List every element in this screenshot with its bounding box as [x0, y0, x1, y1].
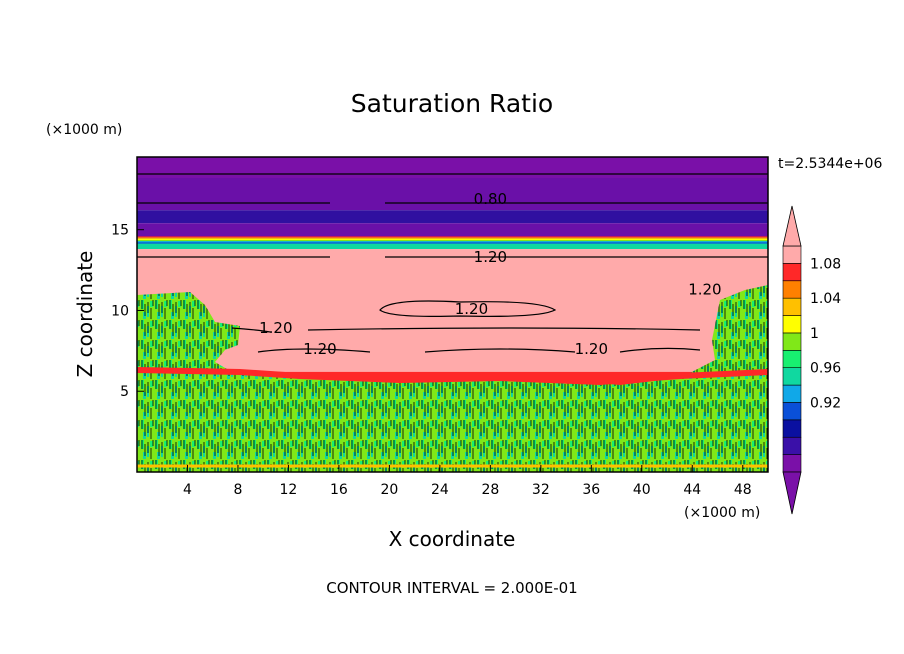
- x-tick-label-0: 4: [183, 482, 192, 498]
- red-band-edge: [137, 367, 768, 386]
- colorbar-swatch-11: [782, 263, 802, 282]
- contour-label-2: 1.20: [688, 280, 721, 298]
- colorbar-swatch-7: [782, 332, 802, 351]
- band-5: [137, 249, 768, 372]
- colorbar-label-4: 0.92: [810, 395, 841, 411]
- x-tick-label-4: 20: [380, 482, 398, 498]
- contour-interval-note: CONTOUR INTERVAL = 2.000E-01: [326, 579, 577, 597]
- contour-label-6: 1.20: [575, 340, 608, 358]
- x-tick-label-2: 12: [280, 482, 298, 498]
- transition-stripe-0: [137, 236, 768, 238]
- transition-stripe-3: [137, 239, 768, 242]
- colorbar: 1.08 1.04 1 0.96 0.92: [782, 205, 841, 515]
- colorbar-label-3: 0.96: [810, 361, 841, 377]
- transition-stripe-5: [137, 242, 768, 244]
- transition-stripe-2: [137, 238, 768, 240]
- colorbar-swatch-4: [782, 384, 802, 403]
- contour-label-5: 1.20: [455, 300, 488, 318]
- colorbar-swatch-5: [782, 367, 802, 386]
- colorbar-swatch-2: [782, 419, 802, 438]
- y-axis-title: Z coordinate: [73, 251, 97, 378]
- contour-label-3: 1.20: [259, 319, 292, 337]
- colorbar-swatch-8: [782, 315, 802, 334]
- colorbar-swatch-12: [782, 245, 802, 264]
- x-tick-label-6: 28: [481, 482, 499, 498]
- x-tick-label-1: 8: [233, 482, 242, 498]
- x-tick-label-8: 36: [582, 482, 600, 498]
- contour-labels: 0.80 1.20 1.20 1.20 1.20 1.20 1.20: [259, 190, 721, 358]
- x-axis-title: X coordinate: [389, 527, 516, 551]
- band-0: [137, 157, 768, 178]
- contour-label-4: 1.20: [303, 340, 336, 358]
- colorbar-swatch-0: [782, 454, 802, 473]
- y-tick-label-1: 10: [111, 303, 129, 319]
- x-tick-label-9: 40: [633, 482, 651, 498]
- transition-stripe-4: [137, 241, 768, 243]
- colorbar-label-2: 1: [810, 326, 819, 342]
- band-3: [137, 223, 768, 240]
- contour-label-0: 0.80: [474, 190, 507, 208]
- colorbar-extend-top: [782, 205, 802, 247]
- colorbar-swatch-3: [782, 402, 802, 421]
- plot-area: [137, 157, 768, 472]
- y-axis: 5 10 15: [111, 223, 144, 400]
- band-4: [137, 239, 768, 250]
- colorbar-swatch-1: [782, 436, 802, 455]
- transition-stripe-1: [137, 237, 768, 239]
- x-tick-label-11: 48: [734, 482, 752, 498]
- colorbar-extend-bottom: [782, 471, 802, 515]
- contour-label-1: 1.20: [474, 248, 507, 266]
- colorbar-swatch-6: [782, 350, 802, 368]
- contour-lines: [137, 173, 768, 353]
- colorbar-label-1: 1.04: [810, 291, 841, 307]
- time-label: t=2.5344e+06: [778, 156, 882, 172]
- x-tick-label-3: 16: [330, 482, 348, 498]
- plot-frame: [136, 156, 769, 473]
- turbulent-region: [137, 285, 768, 472]
- y-tick-label-2: 15: [111, 223, 129, 239]
- y-units-label: (×1000 m): [46, 122, 122, 138]
- colorbar-label-0: 1.08: [810, 256, 841, 272]
- x-axis: 4 8 12 16 20 24 28 32 36 40 44 48: [183, 465, 752, 498]
- colorbar-swatch-9: [782, 297, 802, 316]
- y-tick-label-0: 5: [120, 384, 129, 400]
- x-units-label: (×1000 m): [684, 505, 760, 521]
- x-tick-label-10: 44: [683, 482, 701, 498]
- colorbar-swatch-10: [782, 280, 802, 299]
- band-1: [137, 178, 768, 211]
- x-tick-label-7: 32: [532, 482, 550, 498]
- x-tick-label-5: 24: [431, 482, 449, 498]
- chart-title: Saturation Ratio: [351, 89, 553, 118]
- band-2: [137, 210, 768, 224]
